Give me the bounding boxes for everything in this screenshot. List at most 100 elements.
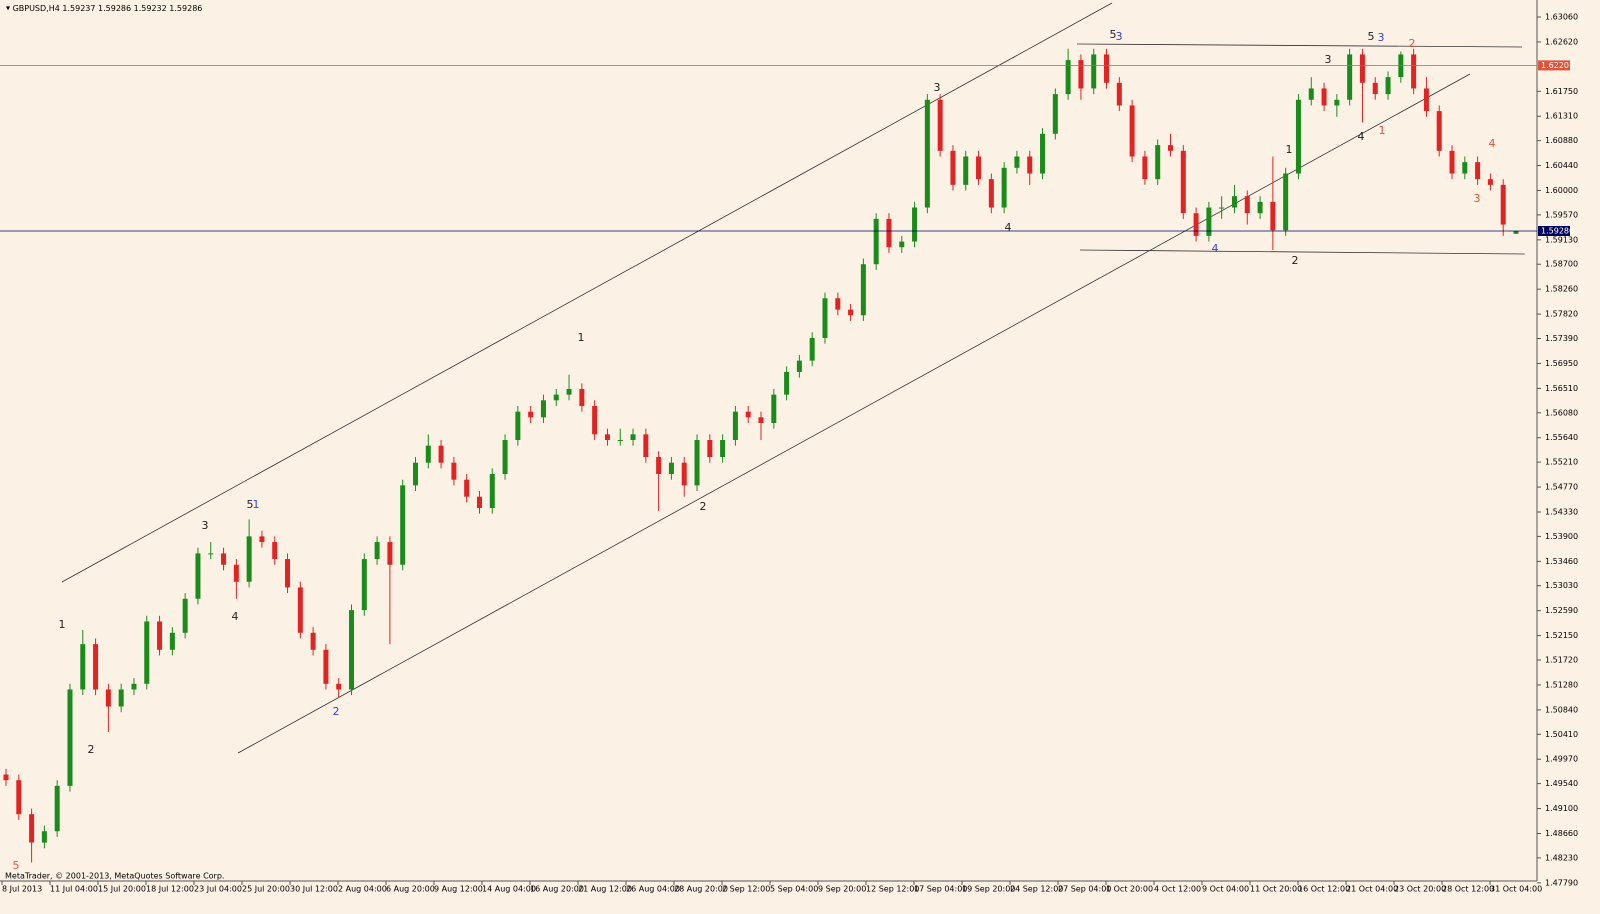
candle-body [195, 553, 201, 599]
y-tick-label: 1.60440 [1545, 161, 1578, 170]
y-tick-label: 1.53900 [1545, 532, 1578, 541]
level-label-box [1538, 226, 1570, 236]
x-tick-label: 16 Aug 20:00 [530, 885, 584, 894]
candle-body [1142, 156, 1148, 180]
candle-body [16, 780, 22, 815]
level-label: 1.59286 [1541, 227, 1574, 236]
candle-body [1295, 99, 1301, 174]
candle-body [118, 689, 124, 707]
x-tick-label: 14 Aug 04:00 [482, 885, 536, 894]
candle-body [246, 536, 252, 582]
candle-body [272, 542, 278, 560]
x-tick-label: 18 Jul 12:00 [146, 885, 194, 894]
candle-body [1449, 150, 1455, 174]
candle-body [771, 394, 777, 423]
candle-body [349, 610, 355, 690]
candle-body [886, 218, 892, 248]
candle-body [323, 649, 329, 684]
candle-body [1219, 207, 1225, 209]
candle-body [668, 462, 674, 475]
support-line [1079, 249, 1526, 255]
wave-label: 2 [700, 500, 707, 513]
candle-body [144, 621, 150, 684]
candle-body [1270, 201, 1276, 231]
candle-body [656, 457, 662, 475]
candle-body [1040, 133, 1046, 174]
candle-body [963, 156, 969, 185]
y-tick-label: 1.48660 [1545, 829, 1578, 838]
wave-label: 3 [202, 519, 209, 532]
candle-body [451, 462, 457, 480]
y-tick-label: 1.60880 [1545, 136, 1578, 145]
candle-body [1411, 54, 1417, 89]
candle-body [732, 411, 738, 440]
x-tick-label: 4 Oct 12:00 [1154, 885, 1201, 894]
candle-body [1091, 54, 1097, 89]
candle-body [694, 440, 700, 486]
candle-body [1206, 207, 1212, 236]
x-tick-label: 15 Jul 20:00 [98, 885, 146, 894]
y-tick-label: 1.49100 [1545, 804, 1578, 813]
y-tick-label: 1.56950 [1545, 359, 1578, 368]
symbol-title: ▾ GBPUSD,H4 1.59237 1.59286 1.59232 1.59… [6, 4, 202, 13]
candle-body [835, 298, 841, 310]
wave-label: 3 [1378, 31, 1385, 44]
candle-body [1385, 77, 1391, 95]
candle-body [361, 559, 367, 611]
y-tick-label: 1.59130 [1545, 235, 1578, 244]
header-value: 1.59286 [169, 4, 202, 13]
candle-body [912, 207, 918, 242]
x-tick-label: 30 Jul 12:00 [290, 885, 338, 894]
candle-body [873, 218, 879, 265]
candle-body [515, 411, 521, 440]
y-tick-label: 1.56080 [1545, 408, 1578, 417]
candle-body [259, 536, 265, 543]
candle-body [310, 632, 316, 650]
candle-body [93, 644, 99, 690]
candle-body [1244, 196, 1250, 214]
candle-body [1462, 162, 1468, 174]
wave-label: 2 [1409, 37, 1416, 50]
wave-label: 2 [333, 705, 340, 718]
wave-label: 4 [1358, 130, 1365, 143]
candle-body [617, 440, 623, 441]
candle-body [1129, 105, 1135, 157]
x-tick-label: 8 Jul 2013 [2, 885, 42, 894]
x-tick-label: 9 Sep 20:00 [818, 885, 866, 894]
candle-body [899, 241, 905, 248]
x-tick-label: 2 Aug 04:00 [338, 885, 387, 894]
y-tick-label: 1.61750 [1545, 87, 1578, 96]
x-tick-label: 26 Aug 04:00 [626, 885, 680, 894]
candle-body [336, 683, 342, 690]
footer: MetaTrader, © 2001-2013, MetaQuotes Soft… [5, 872, 224, 881]
x-tick-label: 28 Oct 12:00 [1442, 885, 1494, 894]
x-tick-label: 23 Oct 20:00 [1394, 885, 1446, 894]
x-tick-label: 5 Sep 04:00 [770, 885, 818, 894]
x-tick-label: 24 Sep 12:00 [1010, 885, 1063, 894]
candle-body [822, 298, 828, 338]
x-tick-label: 1 Oct 20:00 [1106, 885, 1153, 894]
candle-body [1372, 82, 1378, 95]
candle-body [630, 434, 636, 440]
candle-body [131, 683, 137, 690]
candle-body [1308, 88, 1314, 100]
candle-body [208, 553, 214, 555]
candle-body [1487, 179, 1493, 185]
wave-label: 3 [1474, 192, 1481, 205]
y-tick-label: 1.58260 [1545, 285, 1578, 294]
candle-body [1475, 162, 1481, 180]
candle-body [221, 553, 227, 565]
candle-body [860, 264, 866, 316]
y-tick-label: 1.51280 [1545, 680, 1578, 689]
header-value: 1.59237 [62, 4, 95, 13]
candle-body [80, 644, 86, 690]
candle-body [425, 445, 431, 463]
y-tick-label: 1.59570 [1545, 210, 1578, 219]
wave-label: 5 [1368, 30, 1375, 43]
candle-body [720, 440, 726, 458]
candle-body [848, 309, 854, 316]
wave-label: 3 [1325, 53, 1332, 66]
y-tick-label: 1.53030 [1545, 581, 1578, 590]
